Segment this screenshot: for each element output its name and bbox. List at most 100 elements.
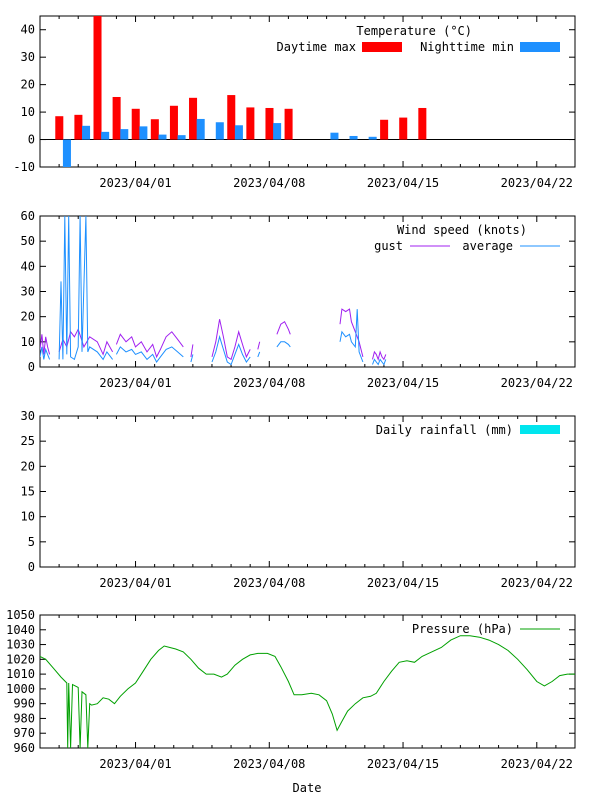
bar-daytime-max: [227, 95, 236, 140]
y-tick-label: 30: [21, 285, 35, 299]
legend: Temperature (°C)Daytime max Nighttime min: [277, 24, 560, 54]
x-tick-label: 2023/04/01: [99, 576, 171, 590]
legend-swatch: [362, 42, 402, 52]
bar-daytime-max: [169, 105, 178, 140]
bar-nighttime-min: [349, 135, 358, 140]
y-tick-label: 10: [21, 510, 35, 524]
bar-nighttime-min: [82, 125, 91, 140]
x-tick-label: 2023/04/22: [501, 757, 573, 771]
y-tick-label: 15: [21, 485, 35, 499]
y-tick-label: 0: [28, 133, 35, 147]
y-tick-label: 0: [28, 560, 35, 574]
y-tick-label: 25: [21, 434, 35, 448]
series-line-pressure-hpa-: [40, 635, 575, 748]
bar-nighttime-min: [330, 132, 339, 140]
chart-panel-3: 0 5 10 15 20 25 30 2023/04/01 2023/04/08 2023/04/…: [21, 409, 576, 590]
series-line-gust: [190, 344, 194, 357]
bar-daytime-max: [112, 96, 121, 140]
x-tick-label: 2023/04/08: [233, 757, 305, 771]
legend-title: Pressure (hPa): [412, 622, 513, 636]
bar-daytime-max: [380, 119, 389, 140]
bar-nighttime-min: [139, 126, 148, 140]
bar-daytime-max: [265, 107, 274, 140]
legend-title: Temperature (°C): [356, 24, 472, 38]
y-tick-label: 1010: [6, 667, 35, 681]
x-axis-title: Date: [293, 781, 322, 795]
x-tick-label: 2023/04/22: [501, 576, 573, 590]
x-tick-label: 2023/04/15: [367, 757, 439, 771]
series-line-gust: [115, 331, 184, 359]
y-tick-label: 980: [13, 711, 35, 725]
y-tick-label: 40: [21, 23, 35, 37]
series-line-gust: [372, 350, 387, 362]
legend-title: Daily rainfall (mm): [376, 423, 513, 437]
plot-frame: [39, 415, 576, 568]
legend: Wind speed (knots) gust average: [374, 223, 560, 253]
bar-daytime-max: [418, 107, 427, 140]
y-tick-label: 60: [21, 209, 35, 223]
bar-daytime-max: [55, 116, 64, 140]
series-line-gust: [257, 341, 261, 350]
plot-frame: [39, 15, 576, 168]
x-tick-label: 2023/04/08: [233, 576, 305, 590]
plot-area: [40, 216, 387, 366]
legend-swatch: [520, 42, 560, 52]
series-line-average: [190, 354, 194, 363]
x-tick-label: 2023/04/22: [501, 376, 573, 390]
y-tick-label: 5: [28, 535, 35, 549]
y-tick-label: 40: [21, 259, 35, 273]
y-tick-label: 960: [13, 741, 35, 755]
bar-nighttime-min: [158, 134, 167, 140]
bar-nighttime-min: [120, 129, 129, 140]
legend: Daily rainfall (mm): [376, 423, 560, 437]
x-tick-label: 2023/04/01: [99, 176, 171, 190]
legend-title: Wind speed (knots): [397, 223, 527, 237]
bar-nighttime-min: [101, 131, 110, 140]
series-line-gust: [40, 334, 51, 355]
x-tick-label: 2023/04/01: [99, 757, 171, 771]
bar-nighttime-min: [215, 122, 224, 140]
series-line-gust: [276, 320, 291, 335]
series-line-average: [211, 334, 251, 366]
chart-panel-1: -10 0 10 20 30 40 2023/04/01 2023/04/08 2023/04/…: [13, 15, 576, 190]
legend-label: Daytime max: [277, 40, 356, 54]
x-tick-label: 2023/04/08: [233, 176, 305, 190]
y-tick-label: 970: [13, 726, 35, 740]
bar-daytime-max: [189, 97, 198, 140]
series-line-average: [276, 341, 291, 348]
bar-nighttime-min: [234, 125, 243, 140]
legend: Pressure (hPa): [412, 622, 560, 636]
series-line-average: [257, 351, 261, 358]
x-tick-label: 2023/04/08: [233, 376, 305, 390]
legend-label: Nighttime min: [420, 40, 514, 54]
legend-swatch: [520, 425, 560, 434]
y-tick-label: 30: [21, 409, 35, 423]
x-tick-label: 2023/04/15: [367, 176, 439, 190]
legend-label: average: [462, 239, 513, 253]
y-tick-label: 0: [28, 360, 35, 374]
bar-daytime-max: [131, 108, 140, 140]
x-tick-label: 2023/04/22: [501, 176, 573, 190]
y-tick-label: 50: [21, 234, 35, 248]
x-tick-label: 2023/04/15: [367, 376, 439, 390]
x-tick-label: 2023/04/15: [367, 576, 439, 590]
y-tick-label: -10: [13, 160, 35, 174]
bar-daytime-max: [74, 114, 83, 140]
series-line-average: [339, 309, 364, 363]
series-line-average: [58, 216, 113, 361]
bar-nighttime-min: [62, 139, 71, 167]
y-tick-label: 1030: [6, 638, 35, 652]
x-tick-label: 2023/04/01: [99, 376, 171, 390]
chart-panel-2: 0 10 20 30 40 50 60 2023/04/01 2023/04/08 2023/04…: [21, 209, 576, 390]
bar-nighttime-min: [273, 123, 282, 140]
y-tick-label: 20: [21, 459, 35, 473]
bar-daytime-max: [246, 107, 255, 140]
series-line-gust: [58, 327, 114, 356]
y-tick-label: 20: [21, 78, 35, 92]
series-line-gust: [211, 319, 251, 361]
series-line-average: [372, 358, 387, 366]
y-tick-label: 990: [13, 697, 35, 711]
series-line-average: [115, 346, 184, 363]
